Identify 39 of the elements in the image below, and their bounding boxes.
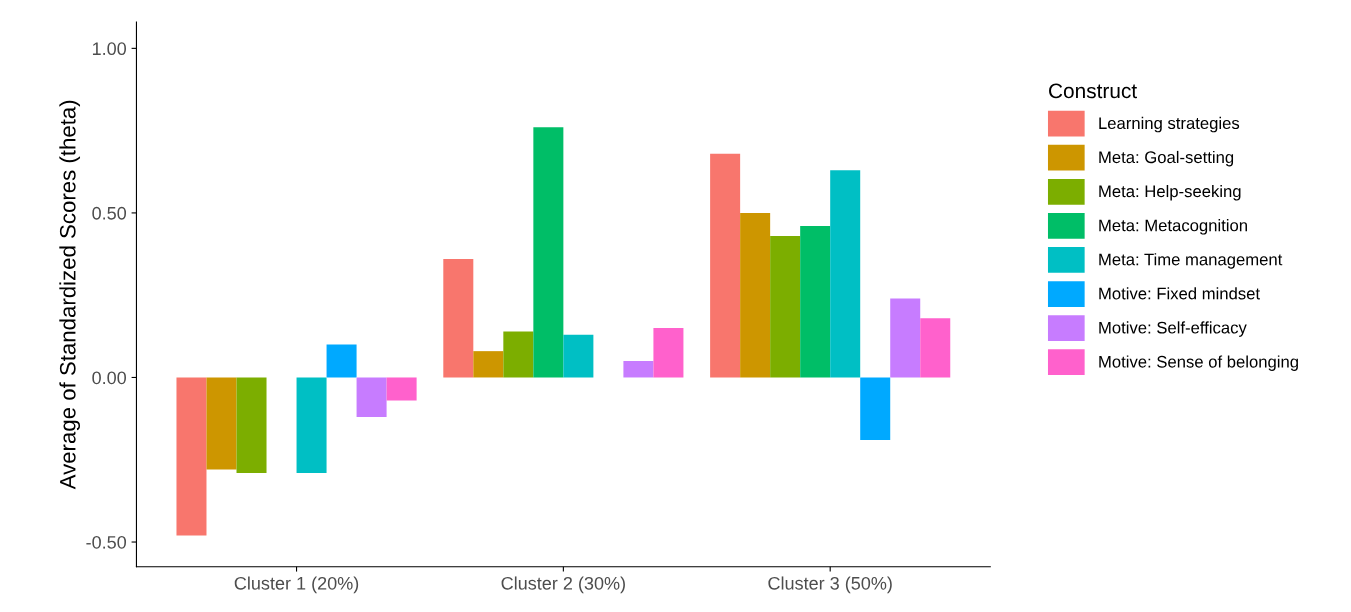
legend-label: Motive: Fixed mindset <box>1099 287 1260 300</box>
x-tick-label: Cluster 1 (20%) <box>234 576 359 594</box>
bar <box>326 344 357 378</box>
bar <box>236 377 267 473</box>
legend-label: Meta: Time management <box>1099 253 1283 269</box>
bar <box>860 377 891 440</box>
bar <box>533 127 564 378</box>
bar <box>356 377 387 417</box>
legend-title: Construct <box>1049 83 1137 99</box>
legend-label: Meta: Goal-setting <box>1099 150 1234 167</box>
y-tick-label: 0.00 <box>92 371 127 385</box>
bar <box>503 331 534 378</box>
bar <box>176 377 207 536</box>
legend-label: Meta: Metacognition <box>1099 219 1247 235</box>
bar <box>770 235 801 378</box>
bar <box>623 361 654 378</box>
bar <box>920 318 951 378</box>
legend-label: Motive: Self-efficacy <box>1099 321 1247 337</box>
bar <box>740 212 771 378</box>
legend-label: Learning strategies <box>1099 116 1240 133</box>
bar <box>653 328 684 378</box>
bar <box>710 153 741 378</box>
bar <box>443 258 474 378</box>
legend-label: Meta: Help-seeking <box>1099 184 1241 201</box>
y-axis-title: Average of Standardized Scores (theta) <box>59 100 81 490</box>
bar <box>890 298 921 378</box>
y-tick-label: 0.50 <box>92 206 127 220</box>
bar <box>830 170 861 378</box>
bar <box>296 377 327 473</box>
bar <box>800 226 831 378</box>
bar <box>206 377 237 470</box>
legend-label: Motive: Sense of belonging <box>1099 355 1298 371</box>
y-tick-label: 1.00 <box>92 42 127 56</box>
bar <box>473 351 504 378</box>
bar <box>386 377 417 401</box>
y-tick-label: -0.50 <box>86 535 127 549</box>
x-tick-label: Cluster 2 (30%) <box>501 576 625 594</box>
x-tick-label: Cluster 3 (50%) <box>768 576 892 594</box>
bar <box>563 334 594 378</box>
